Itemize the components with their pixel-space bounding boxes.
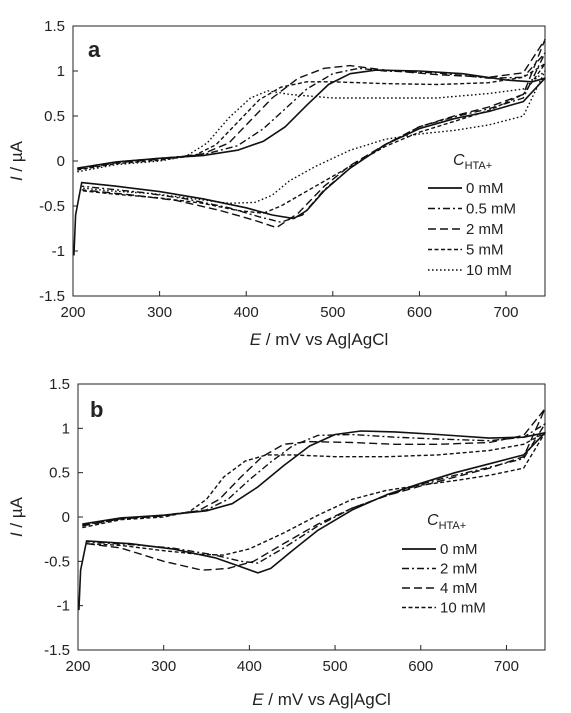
panel-a-legend-title: CHTA+	[453, 152, 492, 172]
panel-b-legend-title-subscript: HTA+	[439, 520, 467, 532]
panel-a: 200 300 400 500 600 700 -1.5 -1 -0.5 0 0.5 1 1.5 E / …	[7, 18, 546, 349]
panel-b-x-tick-label: 400	[237, 658, 262, 675]
panel-a-series-5-mM-line	[77, 63, 546, 214]
panel-b-y-tick-label: 1	[62, 420, 70, 437]
panel-b-y-tick-label: 1.5	[49, 376, 70, 393]
panel-a-legend-title-subscript: HTA+	[465, 160, 493, 172]
panel-b-y-axis-title-unit: / µA	[7, 496, 26, 532]
panel-a-x-tick-label: 400	[234, 304, 259, 321]
panel-b-legend-title: CHTA+	[427, 512, 466, 532]
panel-a-x-tick-label: 500	[320, 304, 345, 321]
panel-a-y-axis-title-symbol: I	[7, 176, 26, 181]
panel-b-x-tick-label: 500	[323, 658, 348, 675]
panel-b-panel-label: b	[90, 397, 103, 422]
panel-a-y-tick-label: 1.5	[44, 18, 65, 35]
panel-b-y-tick-label: -1.5	[44, 642, 70, 659]
panel-b-legend-label: 0 mM	[440, 541, 478, 558]
panel-b-x-tick-label: 300	[151, 658, 176, 675]
panel-a-y-tick-label: -1	[52, 243, 65, 260]
panel-a-series-2-mM-line	[77, 38, 546, 229]
panel-a-legend-label: 0.5 mM	[466, 201, 516, 218]
panel-a-y-axis-title-unit: / µA	[7, 140, 26, 176]
panel-b-x-axis-title: E / mV vs Ag|AgCl	[252, 690, 391, 709]
panel-a-legend-label: 5 mM	[466, 242, 504, 259]
panel-b-x-tick-label: 200	[65, 658, 90, 675]
panel-a-x-tick-label: 300	[147, 304, 172, 321]
panel-b: 200 300 400 500 600 700 -1.5 -1 -0.5 0 0.5 1 1.5 E / …	[7, 376, 546, 709]
panel-a-x-tick-label: 200	[60, 304, 85, 321]
panel-a-curves	[73, 38, 546, 256]
panel-b-y-tick-label: 0.5	[49, 465, 70, 482]
panel-a-series-10-mM-line	[77, 70, 546, 204]
panel-b-x-tick-label: 600	[408, 658, 433, 675]
panel-a-y-axis-title: I / µA	[7, 140, 26, 181]
panel-b-legend-label: 4 mM	[440, 580, 478, 597]
panel-a-y-tick-label: 0	[57, 153, 65, 170]
panel-a-x-tick-label: 600	[407, 304, 432, 321]
panel-a-panel-label: a	[88, 37, 101, 62]
panel-a-series-0-mM-line	[73, 69, 546, 256]
panel-a-legend: CHTA+ 0 mM 0.5 mM 2 mM 5 mM 10 mM	[428, 152, 516, 279]
panel-b-y-axis-title: I / µA	[7, 496, 26, 537]
panel-a-x-axis-title: E / mV vs Ag|AgCl	[250, 330, 389, 349]
panel-b-legend-label: 2 mM	[440, 561, 478, 578]
panel-b-x-tick-label: 700	[494, 658, 519, 675]
panel-a-y-tick-label: 0.5	[44, 108, 65, 125]
panel-b-x-axis-title-unit: / mV vs Ag|AgCl	[264, 690, 391, 709]
panel-a-y-tick-label: 1	[57, 63, 65, 80]
panel-b-curves	[78, 408, 546, 611]
panel-b-x-axis-title-symbol: E	[252, 690, 264, 709]
panel-b-series-10-mM-line	[82, 432, 546, 556]
panel-b-series-4-mM-line	[82, 408, 546, 571]
panel-a-legend-label: 2 mM	[466, 221, 504, 238]
panel-a-y-tick-label: -0.5	[39, 198, 65, 215]
panel-a-x-axis-title-symbol: E	[250, 330, 262, 349]
panel-a-series-0-5-mM-line	[77, 52, 546, 223]
panel-b-series-0-mM-line	[78, 430, 546, 611]
panel-a-x-tick-label: 700	[494, 304, 519, 321]
panel-a-legend-label: 10 mM	[466, 262, 512, 279]
panel-a-legend-label: 0 mM	[466, 180, 504, 197]
panel-b-y-tick-label: 0	[62, 509, 70, 526]
panel-b-y-tick-label: -0.5	[44, 553, 70, 570]
panel-b-legend-title-symbol: C	[427, 512, 439, 529]
panel-b-legend-label: 10 mM	[440, 600, 486, 617]
panel-b-legend: CHTA+ 0 mM 2 mM 4 mM 10 mM	[402, 512, 486, 617]
panel-a-x-axis-title-unit: / mV vs Ag|AgCl	[261, 330, 388, 349]
panel-b-y-axis-title-symbol: I	[7, 532, 26, 537]
panel-b-series-2-mM-line	[82, 423, 546, 564]
panel-a-y-tick-label: -1.5	[39, 288, 65, 305]
panel-b-y-tick-label: -1	[57, 598, 70, 615]
panel-a-legend-title-symbol: C	[453, 152, 465, 169]
